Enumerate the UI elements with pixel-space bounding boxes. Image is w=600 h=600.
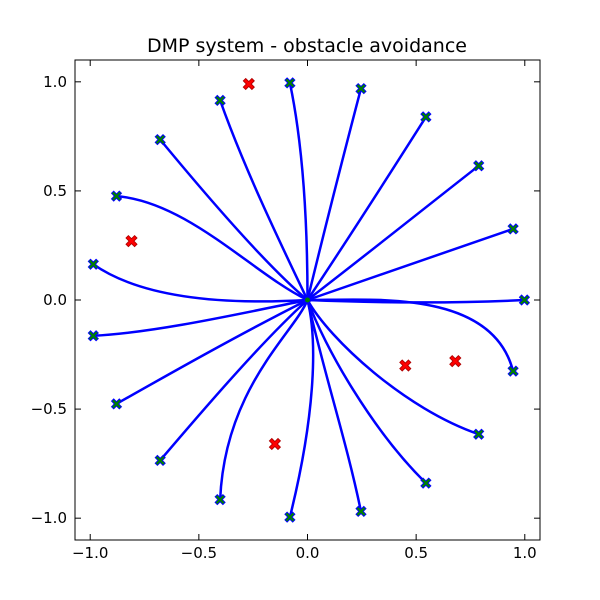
trajectory-line-7	[158, 138, 309, 302]
goal-marker-5	[284, 77, 296, 89]
trajectory-line-6	[218, 99, 309, 302]
goal-marker-18	[507, 365, 519, 377]
trajectory-line-1	[306, 227, 515, 302]
obstacle-marker-4	[268, 437, 282, 451]
goal-marker-17	[473, 428, 485, 440]
x-tick-label-4: 1.0	[513, 544, 537, 562]
obstacle-marker-3	[449, 354, 462, 368]
goal-marker-13	[214, 493, 226, 506]
x-tick-label-1: −0.5	[181, 544, 217, 562]
trajectory-line-8	[115, 194, 309, 302]
trajectory-line-3	[306, 115, 428, 302]
trajectory-line-11	[115, 298, 309, 406]
goal-marker-9	[87, 258, 99, 270]
goal-marker-14	[284, 511, 296, 523]
x-tick-label-0: −1.0	[72, 544, 108, 562]
goal-marker-0	[518, 294, 531, 306]
goal-marker-7	[154, 133, 166, 146]
start-point	[304, 296, 311, 304]
goal-marker-3	[420, 111, 432, 123]
y-tick-label-1: −0.5	[31, 400, 67, 418]
trajectory-line-10	[92, 298, 309, 338]
trajectory-line-4	[306, 87, 363, 302]
x-tick-label-3: 0.5	[404, 544, 428, 562]
goal-marker-1	[507, 223, 519, 235]
goal-marker-16	[420, 477, 432, 489]
obstacle-marker-2	[399, 359, 412, 372]
plot-area: −1.0 −0.5 0.0 0.5 1.0 −1.0 −0.5 0.0 0.5 1.0	[31, 59, 541, 562]
goal-marker-15	[355, 505, 367, 518]
goal-marker-12	[154, 454, 166, 467]
goal-marker-10	[87, 330, 99, 342]
goal-marker-2	[473, 160, 485, 172]
trajectory-line-16	[306, 298, 428, 485]
goal-marker-6	[214, 94, 226, 107]
y-tick-label-3: 0.5	[43, 182, 67, 200]
chart-title: DMP system - obstacle avoidance	[147, 35, 467, 57]
obstacle-marker-0	[242, 77, 255, 91]
trajectory-line-12	[158, 298, 309, 462]
y-tick-label-4: 1.0	[43, 73, 67, 91]
x-tick-label-2: 0.0	[296, 544, 320, 562]
trajectory-line-13	[218, 298, 309, 501]
obstacle-marker-1	[125, 234, 138, 248]
trajectory-line-2	[306, 164, 480, 302]
trajectory-line-18	[306, 298, 515, 373]
goal-marker-11	[110, 398, 123, 410]
trajectory-line-17	[306, 298, 480, 436]
trajectory-line-0	[306, 298, 526, 304]
y-tick-label-0: −1.0	[31, 509, 67, 527]
y-tick-label-2: 0.0	[43, 291, 67, 309]
goal-marker-4	[355, 82, 367, 95]
trajectory-line-9	[92, 262, 309, 303]
trajectory-line-15	[306, 298, 363, 513]
goal-marker-8	[110, 190, 123, 202]
trajectory-line-5	[288, 81, 309, 302]
